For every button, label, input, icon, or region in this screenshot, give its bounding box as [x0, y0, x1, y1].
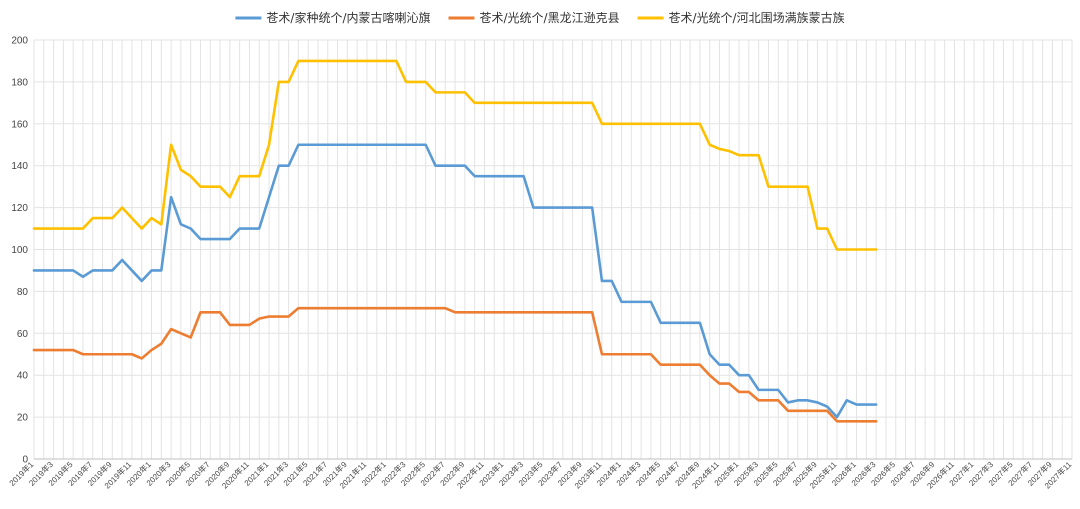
y-tick-label: 20: [17, 413, 29, 424]
series-line-1: [32, 143, 878, 419]
legend-item: 苍术/光统个/黑龙江逊克县: [448, 11, 620, 25]
y-tick-label: 120: [11, 203, 28, 214]
legend-item: 苍术/家种统个/内蒙古喀喇沁旗: [235, 10, 430, 25]
y-tick-label: 200: [11, 36, 28, 47]
y-tick-label: 180: [11, 77, 28, 88]
y-tick-label: 60: [17, 329, 29, 340]
y-tick-label: 40: [17, 371, 29, 382]
y-tick-label: 140: [11, 161, 28, 172]
y-tick-label: 160: [11, 119, 28, 130]
legend-label: 苍术/光统个/黑龙江逊克县: [480, 11, 620, 25]
y-tick-label: 100: [11, 245, 28, 256]
legend-label: 苍术/家种统个/内蒙古喀喇沁旗: [266, 10, 430, 25]
series: [32, 59, 878, 423]
legend: 苍术/家种统个/内蒙古喀喇沁旗 苍术/光统个/黑龙江逊克县 苍术/光统个/河北围场满…: [235, 10, 845, 25]
series-line-3: [32, 59, 878, 251]
y-tick-label: 80: [17, 287, 29, 298]
legend-item: 苍术/光统个/河北围场满族蒙古族: [637, 10, 845, 25]
series-line-2: [32, 306, 878, 423]
legend-label: 苍术/光统个/河北围场满族蒙古族: [669, 10, 845, 25]
y-tick-label: 0: [22, 455, 28, 466]
